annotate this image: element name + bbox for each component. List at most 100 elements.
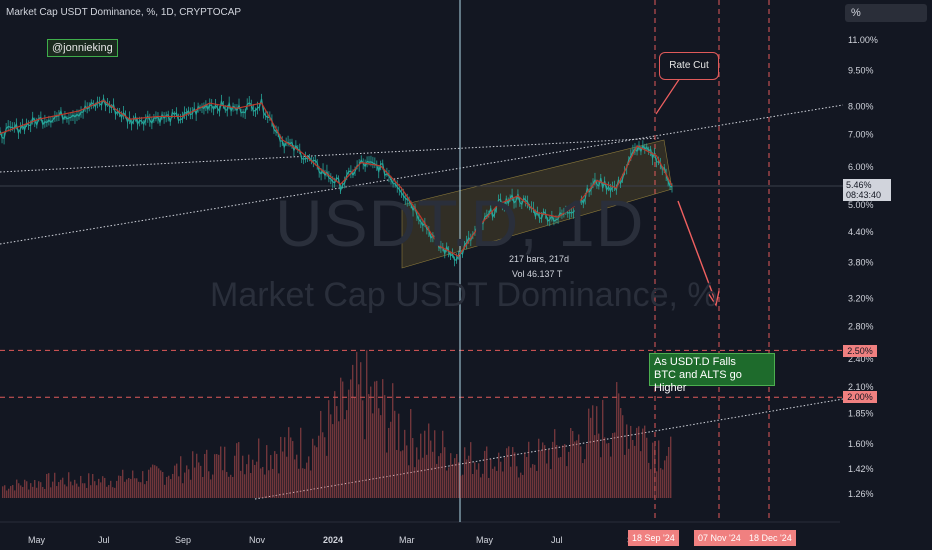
volume-bar — [206, 449, 208, 498]
volume-bar — [590, 417, 592, 498]
volume-bar — [8, 488, 10, 498]
volume-bar — [566, 466, 568, 498]
volume-bar — [528, 441, 530, 498]
scale-button[interactable]: % — [845, 4, 927, 22]
volume-bar — [302, 468, 304, 498]
volume-bar — [56, 486, 58, 498]
volume-bar — [364, 439, 366, 498]
volume-bar — [438, 456, 440, 498]
volume-bar — [90, 485, 92, 498]
volume-bar — [124, 481, 126, 498]
volume-bar — [270, 455, 272, 498]
volume-bar — [146, 480, 148, 498]
volume-bar — [264, 474, 266, 498]
volume-bar — [100, 482, 102, 498]
callout-line-1: As USDT.D Falls — [654, 356, 736, 368]
volume-bar — [70, 481, 72, 498]
volume-bar — [456, 454, 458, 498]
volume-bar — [40, 482, 42, 498]
volume-bar — [224, 446, 226, 498]
volume-bar — [554, 429, 556, 498]
volume-bar — [84, 483, 86, 498]
volume-bar — [6, 490, 8, 498]
volume-bar — [602, 399, 604, 498]
volume-bar — [560, 456, 562, 498]
usdt-falls-callout[interactable]: As USDT.D Falls BTC and ALTS go Higher — [649, 353, 775, 394]
volume-bar — [276, 453, 278, 498]
volume-bar — [584, 459, 586, 498]
volume-bar — [300, 427, 302, 498]
volume-bar — [98, 478, 100, 498]
volume-bar — [346, 410, 348, 498]
volume-bar — [210, 479, 212, 498]
volume-bar — [376, 380, 378, 498]
volume-bar — [458, 462, 460, 498]
volume-bar — [418, 459, 420, 498]
volume-bar — [394, 410, 396, 498]
volume-bar — [96, 485, 98, 498]
volume-bar — [406, 445, 408, 498]
volume-bar — [356, 351, 358, 498]
volume-bar — [44, 488, 46, 498]
volume-bar — [628, 448, 630, 498]
volume-bar — [610, 456, 612, 498]
volume-bar — [470, 442, 472, 498]
volume-bar — [154, 465, 156, 498]
rate-cut-label[interactable]: Rate Cut — [659, 52, 719, 80]
y-tick-label: 11.00% — [848, 35, 878, 45]
volume-bar — [544, 445, 546, 498]
x-tick-label: Nov — [249, 535, 266, 545]
volume-bar — [18, 483, 20, 498]
callout-line-2: BTC and ALTS go Higher — [654, 369, 742, 394]
volume-bar — [624, 454, 626, 498]
volume-bar — [280, 436, 282, 498]
volume-bar — [162, 471, 164, 498]
volume-bar — [62, 477, 64, 498]
volume-bar — [444, 447, 446, 498]
volume-bar — [306, 462, 308, 498]
volume-bar — [530, 467, 532, 498]
volume-bar — [120, 475, 122, 498]
volume-bar — [410, 409, 412, 498]
volume-bar — [644, 425, 646, 498]
volume-bar — [422, 457, 424, 498]
volume-bar — [436, 463, 438, 498]
volume-bar — [474, 462, 476, 498]
volume-bar — [338, 421, 340, 498]
volume-bar — [636, 427, 638, 498]
volume-bar — [178, 476, 180, 498]
volume-bar — [240, 470, 242, 498]
volume-bar — [412, 437, 414, 498]
y-tick-label: 3.20% — [848, 294, 874, 304]
volume-bar — [510, 466, 512, 498]
volume-bar — [238, 442, 240, 498]
volume-label: Vol 46.137 T — [512, 269, 563, 279]
volume-bar — [304, 468, 306, 498]
volume-bar — [274, 451, 276, 498]
volume-bar — [598, 433, 600, 498]
volume-bar — [204, 453, 206, 498]
volume-bar — [222, 470, 224, 498]
volume-bar — [480, 477, 482, 498]
volume-bar — [26, 481, 28, 498]
volume-bar — [650, 469, 652, 498]
volume-bar — [226, 471, 228, 498]
volume-bar — [288, 427, 290, 498]
volume-bar — [372, 413, 374, 498]
rate-cut-pointer — [655, 77, 681, 115]
volume-bar — [344, 419, 346, 498]
volume-bar — [74, 479, 76, 498]
volume-bar — [352, 364, 354, 498]
level-label-2-00: 2.00% — [843, 391, 877, 403]
volume-bar — [592, 405, 594, 498]
volume-bar — [658, 440, 660, 498]
volume-bar — [526, 456, 528, 498]
volume-bar — [654, 445, 656, 498]
volume-bar — [172, 473, 174, 498]
level-label-2-50: 2.50% — [843, 345, 877, 357]
volume-bar — [170, 479, 172, 498]
volume-bar — [22, 487, 24, 498]
volume-bar — [58, 482, 60, 498]
y-tick-label: 5.00% — [848, 200, 874, 210]
